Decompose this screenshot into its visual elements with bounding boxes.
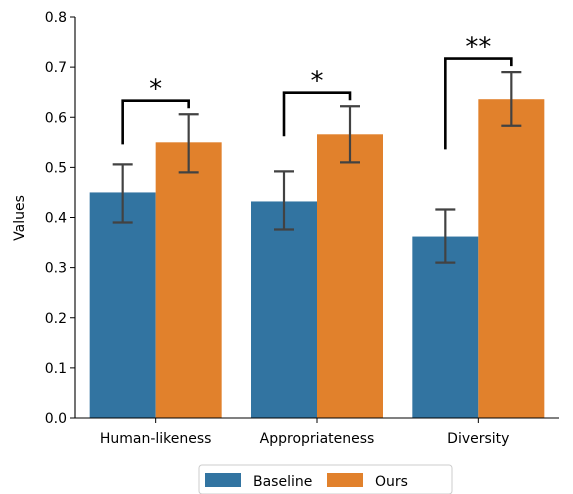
significance-bracket [121,99,190,145]
legend-swatch [327,473,363,487]
bar [89,192,156,418]
bar [251,201,317,418]
x-tick-label: Human-likeness [100,431,212,447]
legend-label: Ours [375,474,408,490]
x-ticks-layer: Human-likeness Appropriateness Diversity [100,418,509,447]
significance-layer: * *** [121,33,513,150]
x-tick-label: Appropriateness [260,431,375,447]
legend-label: Baseline [253,474,312,490]
bar [317,134,383,419]
y-tick-label: 0.4 [45,211,67,227]
x-tick-label: Diversity [447,431,509,447]
y-tick-label: 0.3 [45,261,67,277]
bar [412,236,479,418]
legend-swatch [205,473,241,487]
bars-layer [89,99,545,419]
legend: Baseline Ours [198,464,453,494]
bar [478,99,545,418]
y-tick-label: 0.1 [45,361,67,377]
y-axis-label: Values [12,195,28,241]
y-tick-label: 0.2 [45,311,67,327]
y-tick-label: 0.8 [45,10,67,26]
y-tick-label: 0.5 [45,160,67,176]
significance-bracket [282,91,352,137]
legend-frame [198,464,453,494]
significance-label: ** [465,33,491,63]
y-tick-label: 0.7 [45,60,67,76]
y-ticks-layer: 0.0 0.1 0.2 0.3 0.4 0.5 0.6 0.7 0.8 [45,10,75,427]
y-tick-label: 0.0 [45,411,67,427]
significance-bracket [444,57,513,150]
error-bars-layer [112,71,522,264]
significance-label: * [149,75,162,105]
y-tick-label: 0.6 [45,110,67,126]
significance-label: * [311,67,324,97]
bar [155,142,222,418]
